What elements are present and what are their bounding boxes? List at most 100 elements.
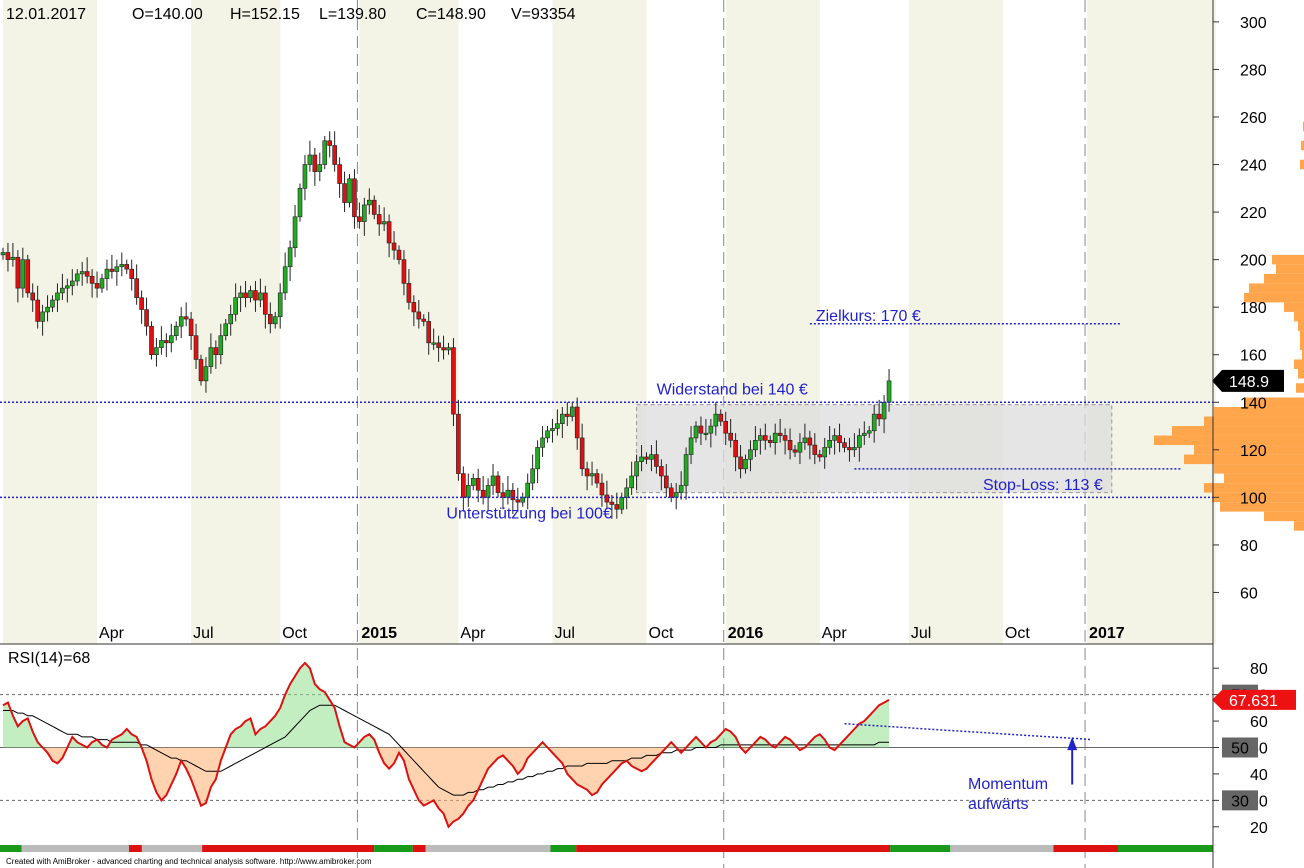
candle-body xyxy=(144,309,149,327)
trend-segment xyxy=(1053,845,1118,852)
candle-body xyxy=(832,435,837,441)
candle-body xyxy=(332,145,337,165)
candle-body xyxy=(807,437,813,446)
candle-body xyxy=(347,178,352,203)
candle-body xyxy=(208,347,214,367)
time-axis-label: Apr xyxy=(460,625,486,642)
price-tick-label: 240 xyxy=(1240,158,1267,175)
candle-body xyxy=(381,221,387,225)
rsi-tick-label: 20 xyxy=(1250,820,1268,837)
candle-body xyxy=(337,164,342,184)
rsi-pane: 2030405060708070503067.631 xyxy=(0,661,1296,837)
profile-bin xyxy=(1301,140,1304,151)
candle-body xyxy=(119,264,125,268)
season-band xyxy=(359,0,459,644)
candle-body xyxy=(164,340,169,344)
price-tick-label: 200 xyxy=(1240,253,1267,270)
trend-segment xyxy=(576,845,891,852)
candle-body xyxy=(857,435,862,448)
candle-body xyxy=(733,440,738,458)
candle-body xyxy=(169,335,174,344)
candle-body xyxy=(233,297,238,315)
candle-body xyxy=(772,432,778,443)
candle-body xyxy=(545,430,550,439)
candle-body xyxy=(584,468,590,477)
profile-bin xyxy=(1212,492,1304,503)
candle-body xyxy=(84,271,90,277)
candle-body xyxy=(480,489,486,498)
candle-body xyxy=(342,183,347,203)
price-tick-label: 120 xyxy=(1240,443,1267,460)
candle-body xyxy=(802,437,808,443)
candle-body xyxy=(253,290,258,301)
candle-body xyxy=(213,347,219,356)
candle-body xyxy=(154,347,159,356)
price-axis: 60 80 100 120 140 160 180 200 220 240 260 280 300 148… xyxy=(1212,15,1284,602)
price-tick-label: 140 xyxy=(1240,395,1267,412)
rsi-tick-label: 80 xyxy=(1250,661,1268,678)
target-label: Zielkurs: 170 € xyxy=(816,308,921,325)
candle-body xyxy=(485,485,491,498)
candle-body xyxy=(431,342,436,345)
profile-bin xyxy=(1224,473,1304,484)
time-axis-label: 2017 xyxy=(1089,625,1125,642)
season-band xyxy=(908,0,1003,644)
candle-body xyxy=(609,501,615,505)
candle-body xyxy=(149,325,154,356)
candle-body xyxy=(258,292,263,301)
season-band xyxy=(552,0,647,644)
candle-body xyxy=(322,140,328,165)
rsi-oversold-fill xyxy=(3,747,890,827)
profile-bin xyxy=(1294,311,1304,322)
candle-body xyxy=(35,299,40,322)
candle-body xyxy=(599,482,605,496)
profile-bin xyxy=(1300,340,1304,350)
annotations: Widerstand bei 140 € Unterstützung bei 10… xyxy=(0,308,1213,522)
candle-body xyxy=(74,273,80,282)
trend-segment xyxy=(0,845,22,852)
time-axis-label: Apr xyxy=(99,625,125,642)
trend-segment xyxy=(950,845,1054,852)
candle-body xyxy=(881,401,887,420)
rsi-overbought-fill xyxy=(3,662,890,748)
header-date: 12.01.2017 xyxy=(6,6,86,23)
profile-bin xyxy=(1298,321,1304,331)
candle-body xyxy=(89,275,95,284)
candle-body xyxy=(183,316,189,320)
candle-body xyxy=(703,432,709,435)
candle-body xyxy=(708,425,714,434)
candles xyxy=(0,131,892,519)
momentum-label: Momentum xyxy=(968,776,1048,793)
profile-bin xyxy=(1184,454,1304,465)
header-open: O=140.00 xyxy=(132,6,203,23)
candle-body xyxy=(40,311,45,322)
candle-body xyxy=(451,347,456,415)
rsi-tick-label: 60 xyxy=(1250,714,1268,731)
candle-body xyxy=(663,475,669,489)
candle-body xyxy=(25,259,31,294)
trend-segment xyxy=(425,845,551,852)
footer-credit: Created with AmiBroker - advanced charti… xyxy=(6,857,372,866)
candle-body xyxy=(564,413,570,417)
candle-body xyxy=(629,475,634,489)
price-tick-label: 180 xyxy=(1240,300,1267,317)
rsi-trendline xyxy=(844,722,1093,741)
candle-body xyxy=(114,266,120,272)
candle-body xyxy=(352,178,357,218)
candle-body xyxy=(688,437,694,455)
profile-bin xyxy=(1244,292,1304,303)
candle-body xyxy=(619,497,625,510)
candle-body xyxy=(827,440,832,448)
candle-body xyxy=(540,437,545,448)
trend-segment xyxy=(141,845,203,852)
candle-body xyxy=(569,406,575,417)
candle-body xyxy=(5,252,11,260)
candle-body xyxy=(391,242,397,251)
trend-segment xyxy=(129,845,142,852)
candle-body xyxy=(441,347,446,351)
momentum-arrow-head xyxy=(1067,736,1078,751)
profile-bin xyxy=(1294,521,1304,531)
candle-body xyxy=(129,268,134,279)
profile-bin xyxy=(1294,359,1304,369)
candle-body xyxy=(530,468,535,484)
